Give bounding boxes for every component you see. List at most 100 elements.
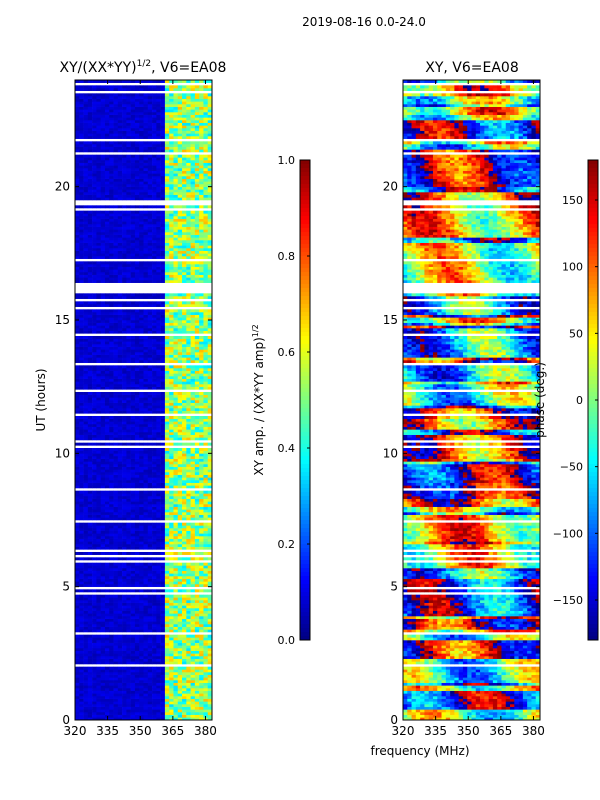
- heatmap-cell: [147, 696, 153, 699]
- heatmap-cell: [199, 594, 204, 598]
- heatmap-cell: [194, 253, 200, 257]
- heatmap-cell: [79, 608, 84, 611]
- heatmap-cell: [177, 528, 183, 531]
- heatmap-cell: [207, 624, 213, 627]
- heatmap-cell: [203, 344, 209, 347]
- heatmap-cell: [109, 714, 114, 718]
- heatmap-cell: [92, 616, 97, 619]
- heatmap-cell: [173, 517, 179, 521]
- heatmap-cell: [104, 634, 110, 638]
- heatmap-cell: [109, 304, 114, 307]
- heatmap-cell: [182, 506, 187, 510]
- heatmap-cell: [83, 360, 89, 363]
- heatmap-cell: [109, 360, 114, 363]
- heatmap-cell: [164, 557, 170, 561]
- heatmap-cell: [199, 466, 204, 470]
- heatmap-cell: [152, 634, 157, 638]
- heatmap-cell: [177, 637, 183, 641]
- heatmap-cell: [100, 669, 106, 673]
- heatmap-cell: [169, 536, 174, 539]
- heatmap-cell: [152, 573, 157, 577]
- heatmap-cell: [190, 661, 196, 665]
- heatmap-cell: [169, 477, 174, 481]
- heatmap-cell: [87, 696, 93, 699]
- heatmap-cell: [122, 544, 127, 547]
- heatmap-cell: [169, 493, 174, 497]
- heatmap-cell: [96, 562, 101, 566]
- heatmap-cell: [122, 605, 127, 609]
- heatmap-cell: [109, 272, 114, 275]
- heatmap-cell: [190, 266, 196, 270]
- heatmap-cell: [147, 330, 153, 334]
- heatmap-cell: [122, 322, 127, 326]
- heatmap-cell: [203, 538, 209, 542]
- heatmap-cell: [83, 357, 89, 361]
- heatmap-cell: [104, 466, 110, 470]
- left-panel-title: XY/(XX*YY)1/2, V6=EA08: [60, 59, 227, 76]
- heatmap-cell: [113, 669, 119, 673]
- heatmap-cell: [139, 269, 144, 273]
- heatmap-cell: [182, 541, 187, 545]
- heatmap-cell: [182, 376, 187, 379]
- heatmap-cell: [182, 325, 187, 329]
- heatmap-cell: [156, 338, 161, 342]
- heatmap-cell: [83, 378, 89, 382]
- heatmap-cell: [117, 253, 123, 257]
- heatmap-cell: [169, 400, 174, 403]
- heatmap-cell: [203, 672, 209, 675]
- heatmap-cell: [169, 410, 174, 414]
- heatmap-cell: [190, 565, 196, 569]
- heatmap-cell: [169, 274, 174, 278]
- heatmap-cell: [83, 253, 89, 257]
- heatmap-cell: [139, 392, 144, 395]
- heatmap-cell: [139, 485, 144, 489]
- heatmap-cell: [177, 418, 183, 422]
- heatmap-cell: [169, 674, 174, 678]
- heatmap-cell: [126, 256, 131, 259]
- heatmap-cell: [160, 264, 166, 267]
- heatmap-cell: [194, 496, 200, 499]
- heatmap-cell: [182, 346, 187, 350]
- heatmap-cell: [122, 696, 127, 699]
- heatmap-cell: [100, 514, 106, 518]
- heatmap-cell: [207, 656, 213, 659]
- heatmap-cell: [173, 613, 179, 617]
- heatmap-cell: [207, 464, 213, 467]
- heatmap-cell: [83, 280, 89, 283]
- heatmap-cell: [113, 562, 119, 566]
- heatmap-cell: [169, 650, 174, 654]
- heatmap-cell: [92, 357, 97, 361]
- heatmap-cell: [164, 360, 170, 363]
- heatmap-cell: [139, 600, 144, 603]
- heatmap-cell: [113, 581, 119, 585]
- heatmap-cell: [130, 360, 136, 363]
- heatmap-cell: [143, 264, 149, 267]
- heatmap-cell: [79, 426, 84, 430]
- heatmap-cell: [190, 434, 196, 438]
- heatmap-cell: [173, 296, 179, 299]
- heatmap-cell: [143, 296, 149, 299]
- heatmap-cell: [147, 530, 153, 534]
- heatmap-cell: [194, 717, 200, 721]
- heatmap-cell: [104, 349, 110, 353]
- heatmap-cell: [199, 613, 204, 617]
- heatmap-cell: [147, 338, 153, 342]
- heatmap-cell: [147, 317, 153, 321]
- heatmap-cell: [104, 325, 110, 329]
- heatmap-cell: [164, 301, 170, 305]
- heatmap-cell: [130, 405, 136, 409]
- heatmap-cell: [173, 376, 179, 379]
- heatmap-cell: [104, 405, 110, 409]
- heatmap-cell: [190, 466, 196, 470]
- heatmap-cell: [113, 570, 119, 574]
- heatmap-cell: [96, 405, 101, 409]
- heatmap-cell: [182, 701, 187, 705]
- heatmap-cell: [104, 533, 110, 537]
- heatmap-cell: [92, 378, 97, 382]
- heatmap-cell: [83, 328, 89, 331]
- heatmap-cell: [100, 464, 106, 467]
- heatmap-cell: [109, 656, 114, 659]
- heatmap-cell: [190, 698, 196, 702]
- heatmap-cell: [207, 293, 213, 297]
- heatmap-cell: [143, 666, 149, 670]
